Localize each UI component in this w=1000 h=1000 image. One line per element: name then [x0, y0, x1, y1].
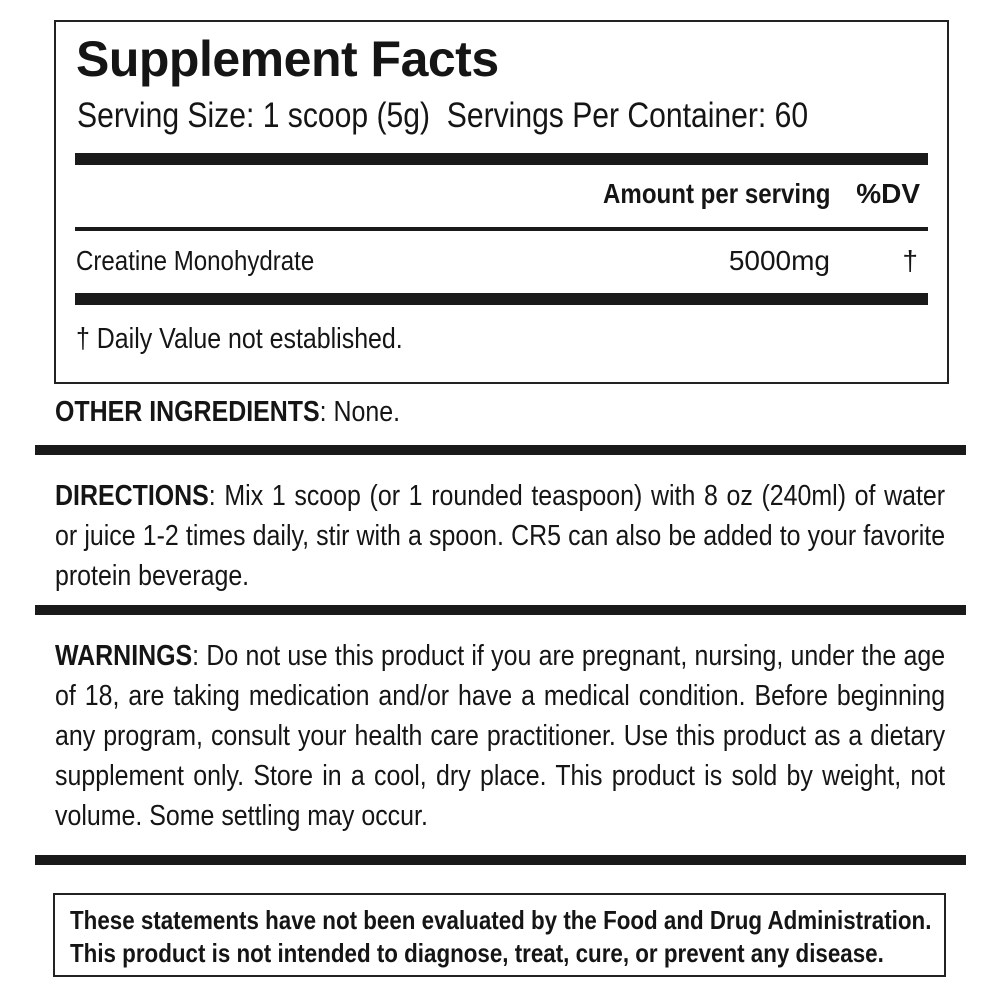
ingredient-dv: † [902, 245, 918, 276]
serving-size: Serving Size: 1 scoop (5g) [77, 96, 431, 135]
section-label: OTHER INGREDIENTS [55, 396, 320, 428]
warnings: WARNINGS: Do not use this product if you… [55, 636, 945, 836]
thick-rule [75, 153, 928, 165]
facts-title: Supplement Facts [76, 31, 499, 87]
facts-box [54, 20, 949, 384]
section-text: : Mix 1 scoop (or 1 rounded teaspoon) wi… [55, 480, 946, 592]
thin-rule [75, 227, 928, 231]
disclaimer: These statements have not been evaluated… [70, 904, 931, 970]
ingredient-amount: 5000mg [728, 245, 830, 276]
section-text: : None. [319, 396, 401, 428]
disclaimer-line: This product is not intended to diagnose… [70, 938, 884, 968]
disclaimer-line: These statements have not been evaluated… [70, 905, 932, 935]
directions: DIRECTIONS: Mix 1 scoop (or 1 rounded te… [55, 476, 945, 596]
amount-header: Amount per serving [566, 178, 830, 210]
section-rule [35, 855, 966, 865]
section-label: WARNINGS [55, 640, 193, 672]
thick-rule [75, 293, 928, 305]
disclaimer-box [53, 893, 946, 977]
serving-line: Serving Size: 1 scoop (5g) Servings Per … [77, 96, 808, 136]
servings-per-container: Servings Per Container: 60 [446, 96, 809, 135]
section-rule [35, 605, 966, 615]
section-label: DIRECTIONS [55, 480, 209, 512]
footnote: † Daily Value not established. [76, 323, 403, 355]
amount-header-text: Amount per serving [602, 178, 830, 209]
other-ingredients: OTHER INGREDIENTS: None. [55, 396, 400, 429]
section-text: : Do not use this product if you are pre… [55, 640, 946, 832]
ingredient-name: Creatine Monohydrate [76, 245, 315, 276]
section-rule [35, 445, 966, 455]
dv-header: %DV [856, 178, 920, 209]
